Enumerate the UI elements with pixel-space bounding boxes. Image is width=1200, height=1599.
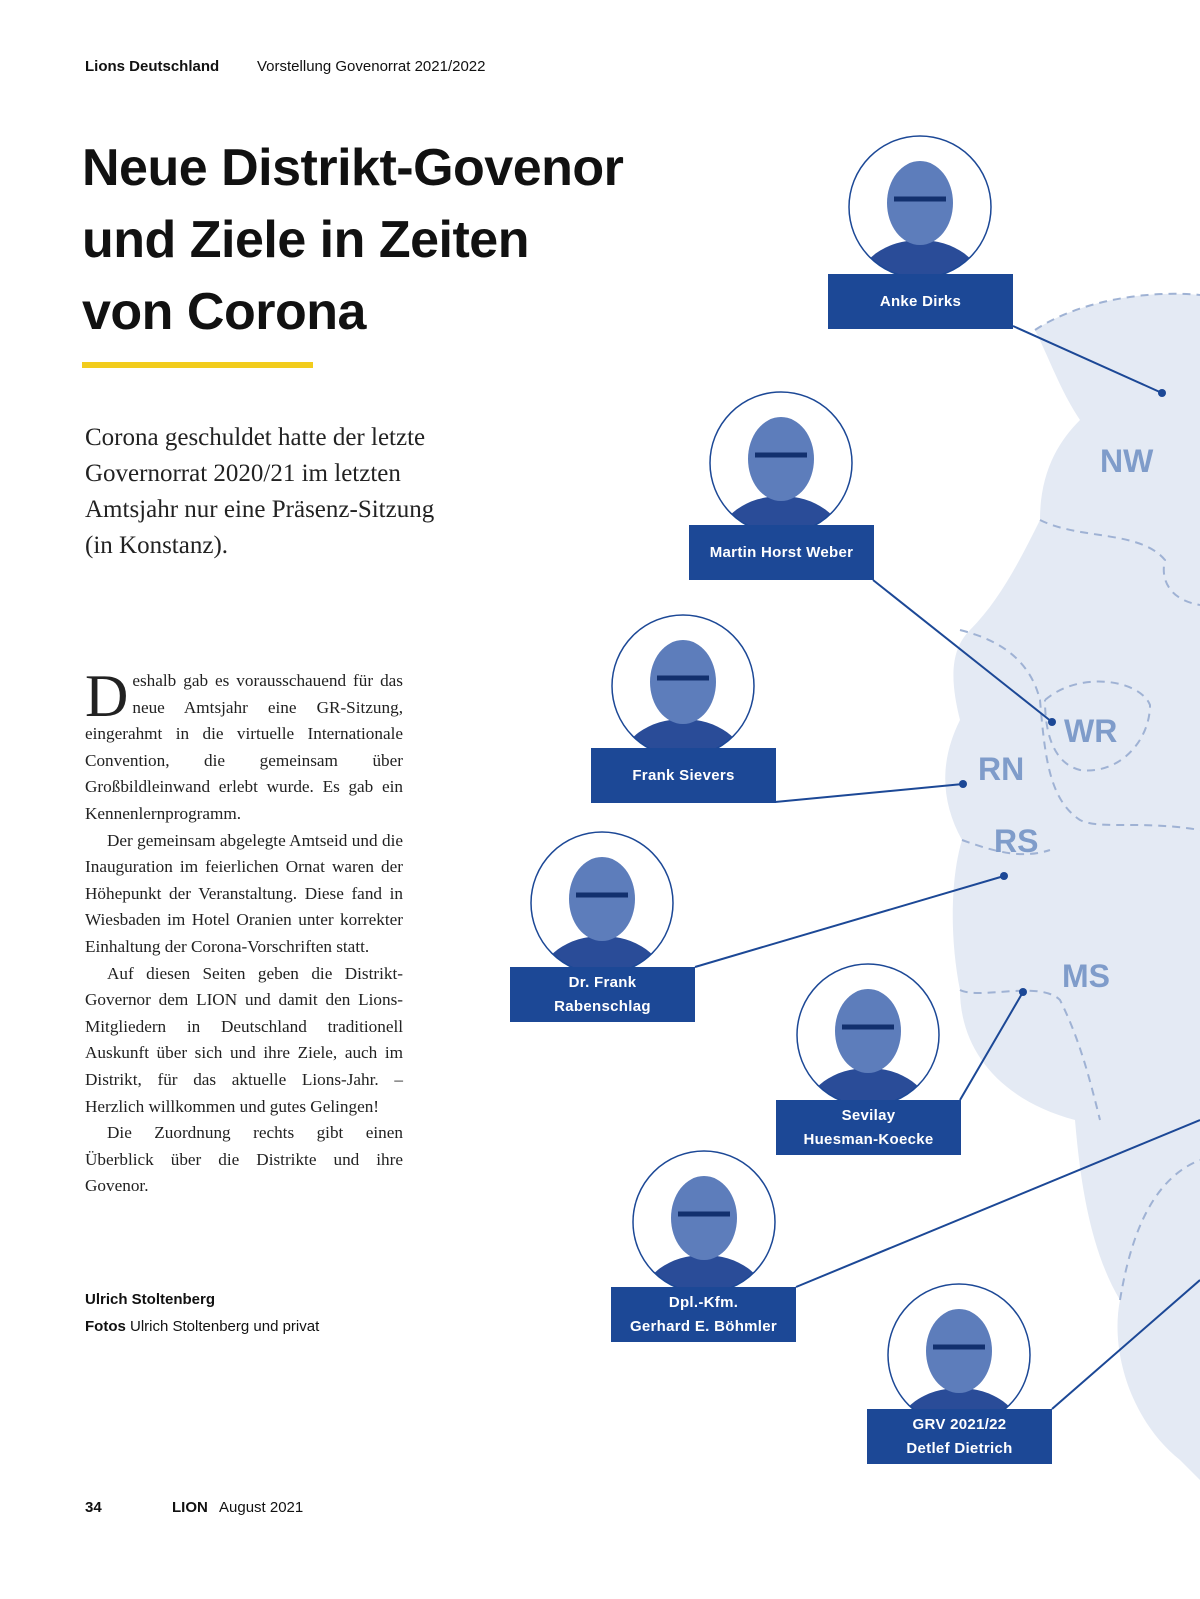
header-section: Lions Deutschland xyxy=(85,58,220,75)
shoulders xyxy=(642,1255,766,1293)
issue: August 2021 xyxy=(219,1499,304,1516)
name-line: Gerhard E. Böhmler xyxy=(629,1317,778,1335)
lead-line: Amtsjahr nur eine Präsenz-Sitzung xyxy=(85,496,435,523)
name-line: Anke Dirks xyxy=(879,292,962,310)
map-shape xyxy=(945,293,1200,1480)
name-label: GRV 2021/22 Detlef Dietrich xyxy=(867,1409,1052,1464)
lead-line: Corona geschuldet hatte der letzte xyxy=(85,424,426,451)
name-line: Frank Sievers xyxy=(632,766,735,784)
name-label: Sevilay Huesman-Koecke xyxy=(776,1100,961,1155)
portrait xyxy=(611,614,755,758)
lead-line: (in Konstanz). xyxy=(85,532,229,559)
headline-line: und Ziele in Zeiten xyxy=(82,211,529,269)
name-label: Dr. Frank Rabenschlag xyxy=(510,967,695,1022)
shoulders xyxy=(806,1068,930,1106)
shoulders xyxy=(858,240,982,278)
portrait-figure xyxy=(540,857,664,974)
accent-bar xyxy=(82,362,313,368)
name-line: Rabenschlag xyxy=(554,997,651,1015)
name-line: Dpl.-Kfm. xyxy=(668,1293,739,1311)
byline: Ulrich Stoltenberg Fotos Ulrich Stoltenb… xyxy=(85,1286,319,1340)
photo-label: Fotos xyxy=(85,1318,126,1335)
portrait-figure xyxy=(858,161,982,278)
portrait-figure xyxy=(621,640,745,757)
shoulders xyxy=(719,496,843,534)
portrait xyxy=(848,135,992,279)
lead: Corona geschuldet hatte der letzte Gover… xyxy=(85,420,434,564)
portrait xyxy=(709,391,853,535)
drop-cap: D xyxy=(85,663,129,729)
head xyxy=(569,857,635,941)
paragraph: Auf diesen Seiten geben die Distrikt-Gov… xyxy=(85,963,403,1116)
shoulders xyxy=(621,719,745,757)
header-topic: Vorstellung Govenorrat 2021/2022 xyxy=(257,58,486,75)
magazine: LION xyxy=(172,1499,208,1516)
head xyxy=(887,161,953,245)
portrait xyxy=(530,831,674,975)
head xyxy=(835,989,901,1073)
photo-source: Ulrich Stoltenberg und privat xyxy=(130,1318,320,1335)
paragraph: Die Zuordnung rechts gibt einen Überblic… xyxy=(85,1123,403,1196)
paragraph-text: eshalb gab es vorausschauend für das neu… xyxy=(85,671,403,823)
portrait-figure xyxy=(642,1176,766,1293)
district-borders xyxy=(959,292,1200,1301)
name-line: GRV 2021/22 xyxy=(912,1415,1007,1433)
name-label: Dpl.-Kfm. Gerhard E. Böhmler xyxy=(611,1287,796,1342)
name-line: Martin Horst Weber xyxy=(709,543,854,561)
portrait xyxy=(632,1150,776,1294)
headline-line: von Corona xyxy=(82,283,366,341)
name-label: Frank Sievers xyxy=(591,748,776,803)
district-label: MS xyxy=(1062,958,1110,994)
location-dots xyxy=(959,389,1166,996)
name-line: Huesman-Koecke xyxy=(803,1130,934,1148)
connectors xyxy=(694,325,1200,1410)
head xyxy=(926,1309,992,1393)
name-label: Martin Horst Weber xyxy=(689,525,874,580)
name-line: Sevilay xyxy=(841,1106,896,1124)
head xyxy=(671,1176,737,1260)
headline: Neue Distrikt-Govenor und Ziele in Zeite… xyxy=(82,132,624,348)
headline-line: Neue Distrikt-Govenor xyxy=(82,139,624,197)
district-label: WR xyxy=(1064,713,1117,749)
district-label: NW xyxy=(1100,443,1154,479)
head xyxy=(650,640,716,724)
lead-line: Governorrat 2020/21 im letzten xyxy=(85,460,401,487)
name-label: Anke Dirks xyxy=(828,274,1013,329)
portrait-figure xyxy=(719,417,843,534)
photo-credit: Fotos Ulrich Stoltenberg und privat xyxy=(85,1313,319,1340)
portrait-figure xyxy=(806,989,930,1106)
name-line: Detlef Dietrich xyxy=(906,1439,1013,1457)
head xyxy=(748,417,814,501)
district-label: RS xyxy=(994,823,1038,859)
shoulders xyxy=(540,936,664,974)
portrait xyxy=(796,963,940,1107)
paragraph: Der gemeinsam abgelegte Amtseid und die … xyxy=(85,830,403,956)
district-label: RN xyxy=(978,751,1024,787)
page-number: 34 xyxy=(85,1499,102,1516)
name-line: Dr. Frank xyxy=(568,973,637,991)
author: Ulrich Stoltenberg xyxy=(85,1291,216,1308)
